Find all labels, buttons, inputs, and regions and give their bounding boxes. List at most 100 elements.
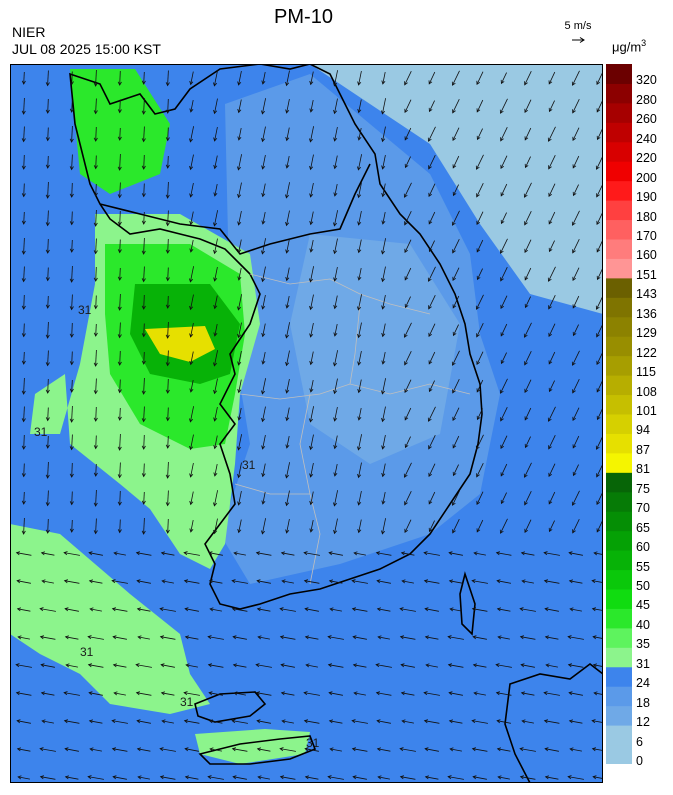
wind-vector [424, 747, 439, 752]
wind-vector [572, 464, 579, 477]
wind-vector [45, 127, 50, 142]
wind-vector [476, 211, 484, 226]
wind-vector [189, 520, 194, 533]
wind-vector [399, 635, 416, 640]
wind-vector [117, 267, 122, 281]
color-scale-label: 75 [636, 481, 650, 496]
wind-vector [237, 71, 242, 86]
wind-vector [45, 518, 50, 534]
wind-vector [449, 607, 462, 612]
wind-vector [447, 663, 464, 668]
wind-vector [352, 663, 367, 668]
wind-vector [93, 489, 98, 507]
wind-reference-arrow-icon [572, 37, 585, 43]
wind-vector [39, 747, 56, 752]
wind-vector [261, 518, 266, 535]
wind-vector [141, 406, 146, 423]
wind-vector [449, 747, 462, 752]
wind-vector [452, 239, 460, 254]
wind-vector [213, 350, 218, 367]
wind-vector [93, 349, 98, 367]
wind-vector [333, 435, 338, 450]
wind-vector [568, 691, 583, 696]
color-scale-bin [606, 744, 632, 764]
wind-vector [45, 321, 50, 339]
wind-vector [376, 607, 391, 612]
wind-vector [543, 579, 560, 584]
wind-vector [475, 434, 484, 450]
wind-vector [45, 295, 50, 309]
color-scale-bin [606, 550, 632, 571]
wind-vector [499, 518, 508, 534]
wind-vector [237, 434, 242, 451]
wind-vector [64, 747, 79, 752]
wind-vector [447, 635, 464, 640]
wind-vector [404, 71, 412, 86]
wind-vector [117, 407, 122, 421]
wind-vector [231, 579, 248, 584]
wind-vector [404, 99, 412, 114]
wind-vector [572, 295, 580, 309]
wind-vector [285, 239, 290, 254]
wind-vector [285, 379, 290, 394]
wind-vector [21, 323, 26, 338]
wind-vector [424, 607, 439, 612]
wind-vector [309, 266, 314, 283]
wind-vector [213, 324, 218, 337]
wind-vector [357, 491, 362, 506]
wind-vector [399, 607, 416, 612]
wind-vector [141, 154, 146, 170]
wind-vector [381, 492, 386, 505]
wind-vector [88, 551, 103, 556]
wind-vector [500, 407, 508, 422]
wind-vector [473, 691, 486, 696]
wind-vector [548, 435, 556, 450]
wind-vector [159, 747, 176, 752]
southwest-green-plume [10, 524, 210, 714]
wind-vector [572, 324, 579, 337]
wind-vector [567, 775, 584, 780]
wind-vector [261, 378, 266, 395]
wind-vector [404, 519, 412, 534]
wind-vector [476, 71, 484, 86]
wind-vector [352, 775, 367, 780]
wind-vector [285, 99, 290, 114]
wind-vector [524, 407, 532, 421]
wind-vector [523, 182, 532, 198]
wind-vector [548, 491, 556, 505]
wind-vector [519, 747, 536, 752]
wind-vector [304, 635, 319, 640]
wind-vector [304, 747, 319, 752]
color-scale-label: 101 [636, 404, 657, 418]
color-scale-bin [606, 686, 632, 707]
color-scale-bin [606, 452, 632, 473]
wind-vector [256, 579, 271, 584]
wind-vector [452, 464, 459, 477]
wind-vector [404, 296, 411, 309]
wind-vector [499, 378, 508, 394]
wind-vector [117, 293, 122, 311]
wind-vector [497, 775, 510, 780]
color-scale-bin [606, 122, 632, 143]
color-scale-bin [606, 627, 632, 648]
wind-vector [261, 266, 266, 283]
wind-vector [497, 635, 510, 640]
wind-vector [596, 268, 603, 281]
wind-vector [88, 579, 103, 584]
wind-vector [524, 156, 531, 169]
wind-vector [428, 183, 436, 198]
wind-vector [160, 691, 175, 696]
wind-vector [89, 747, 102, 752]
wind-vector [189, 491, 194, 506]
wind-vector [309, 491, 314, 506]
wind-vector [159, 775, 176, 780]
wind-vector [261, 295, 266, 310]
wind-vector [21, 406, 26, 423]
wind-vector [189, 183, 194, 198]
wind-vector [303, 719, 320, 724]
wind-vector [327, 663, 344, 668]
wind-vector [428, 520, 435, 533]
wind-vector [592, 663, 603, 668]
timestamp-label: JUL 08 2025 15:00 KST [12, 41, 161, 57]
wind-vector [117, 350, 122, 366]
